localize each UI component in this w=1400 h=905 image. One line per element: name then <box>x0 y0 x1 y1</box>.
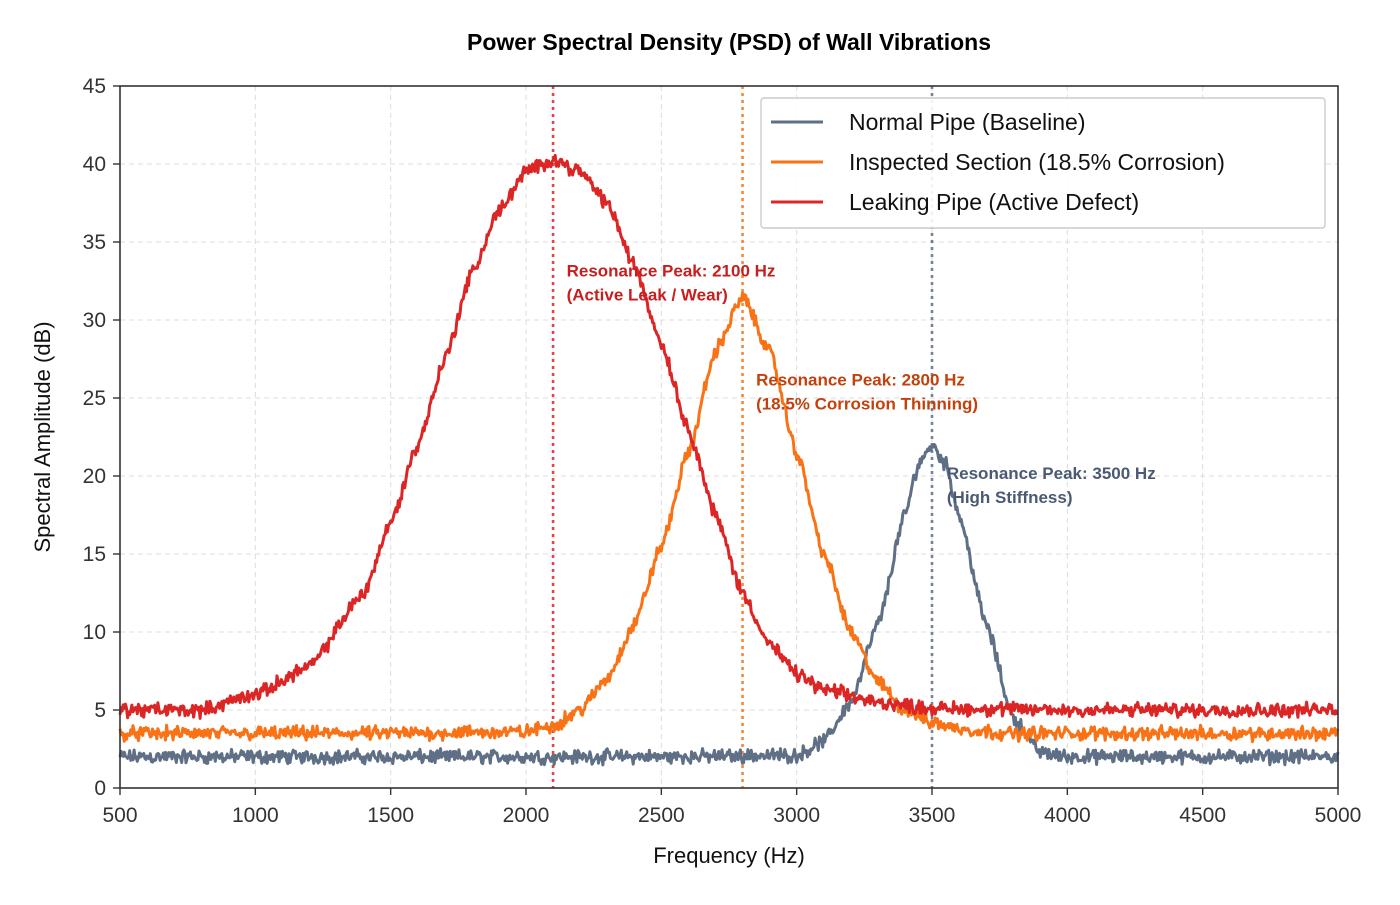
y-tick-label: 35 <box>83 231 106 254</box>
series-lines <box>118 153 1340 767</box>
x-tick-label: 5000 <box>1315 804 1362 827</box>
series-line-0 <box>118 442 1340 767</box>
legend-label: Leaking Pipe (Active Defect) <box>849 189 1139 215</box>
x-tick-label: 3500 <box>909 804 956 827</box>
y-tick-label: 30 <box>83 309 106 332</box>
legend-label: Normal Pipe (Baseline) <box>849 109 1085 135</box>
y-axis-label: Spectral Amplitude (dB) <box>30 321 55 552</box>
y-tick-label: 5 <box>94 699 106 722</box>
x-tick-label: 2000 <box>503 804 550 827</box>
resonance-lines <box>551 86 934 788</box>
y-tick-label: 10 <box>83 621 106 644</box>
annotation-line1: Resonance Peak: 2800 Hz <box>756 371 965 390</box>
x-tick-label: 500 <box>102 804 137 827</box>
y-tick-label: 40 <box>83 153 106 176</box>
x-tick-label: 2500 <box>638 804 685 827</box>
y-tick-label: 0 <box>94 777 106 800</box>
x-tick-label: 4500 <box>1179 804 1226 827</box>
x-axis-label: Frequency (Hz) <box>653 843 805 868</box>
annotation-line2: (Active Leak / Wear) <box>567 285 728 304</box>
plot-frame <box>119 85 1339 789</box>
legend-box <box>760 97 1326 229</box>
x-tick-label: 1500 <box>367 804 414 827</box>
chart-title: Power Spectral Density (PSD) of Wall Vib… <box>467 29 991 55</box>
x-tick-label: 4000 <box>1044 804 1091 827</box>
ticks: 500 1000 1500 2000 2500 3000 3500 4000 4500 5000 0… <box>83 75 1362 827</box>
annotation-line2: (18.5% Corrosion Thinning) <box>756 395 978 414</box>
y-tick-label: 25 <box>83 387 106 410</box>
x-tick-label: 3000 <box>773 804 820 827</box>
y-tick-label: 45 <box>83 75 106 98</box>
legend: Normal Pipe (Baseline) Inspected Section … <box>760 97 1326 229</box>
annotation-line2: (High Stiffness) <box>947 488 1073 507</box>
y-tick-label: 20 <box>83 465 106 488</box>
legend-label: Inspected Section (18.5% Corrosion) <box>849 149 1225 175</box>
annotation-line1: Resonance Peak: 3500 Hz <box>947 464 1156 483</box>
x-tick-label: 1000 <box>232 804 279 827</box>
series-line-2 <box>118 153 1339 720</box>
y-tick-label: 15 <box>83 543 106 566</box>
annotations: Resonance Peak: 2100 Hz (Active Leak / We… <box>567 261 1156 507</box>
series-line-1 <box>118 291 1340 744</box>
annotation-line1: Resonance Peak: 2100 Hz <box>567 261 776 280</box>
